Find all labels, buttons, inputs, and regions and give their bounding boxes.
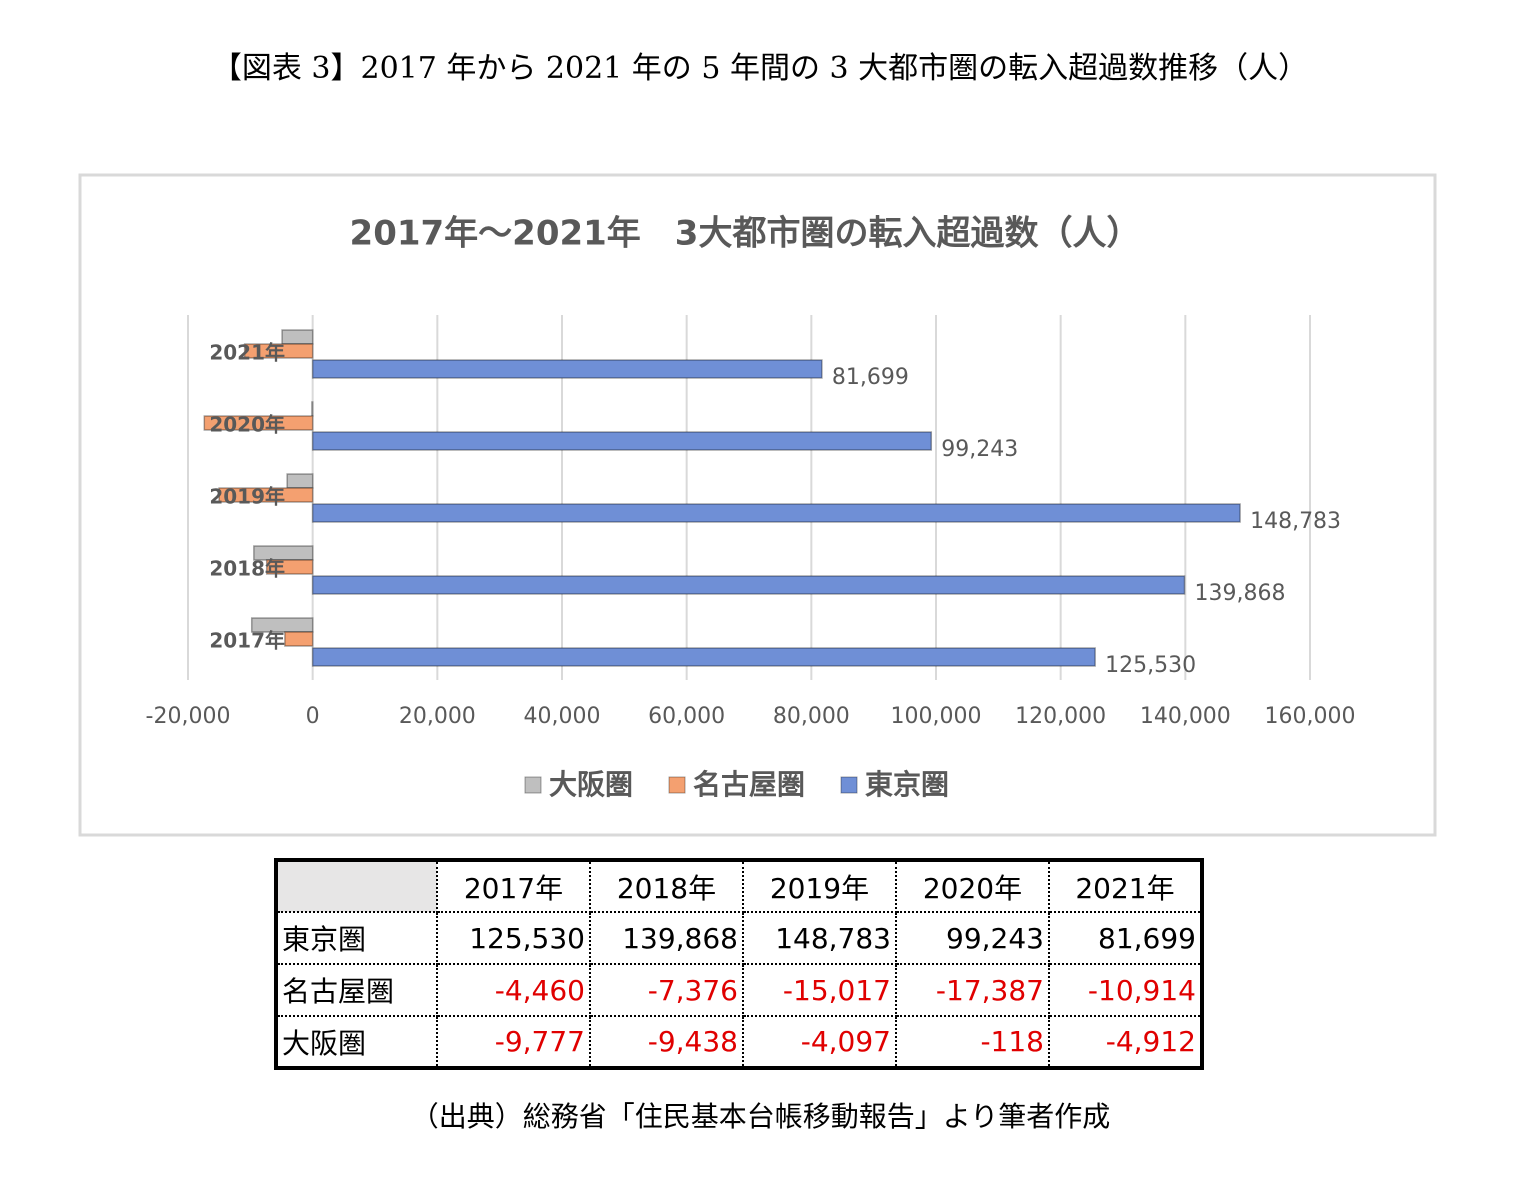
table-cell: 81,699 bbox=[1048, 911, 1203, 965]
bar bbox=[284, 631, 314, 647]
x-tick-label: 20,000 bbox=[399, 704, 476, 729]
data-label: 81,699 bbox=[832, 365, 909, 390]
column-header: 2019年 bbox=[742, 859, 897, 913]
table-cell: -17,387 bbox=[895, 963, 1050, 1017]
y-tick-label: 2018年 bbox=[209, 557, 285, 581]
legend-swatch bbox=[524, 776, 542, 794]
y-tick-label: 2017年 bbox=[209, 629, 285, 653]
legend-swatch bbox=[668, 776, 686, 794]
bar bbox=[203, 415, 314, 431]
data-label: 139,868 bbox=[1195, 581, 1286, 606]
data-table: 2017年 2018年 2019年 2020年 2021年 東京圏 125,530 139,8… bbox=[274, 858, 1204, 1070]
bar bbox=[286, 473, 314, 489]
y-tick-label: 2021年 bbox=[209, 341, 285, 365]
table-cell: -4,460 bbox=[436, 963, 591, 1017]
column-header: 2018年 bbox=[589, 859, 744, 913]
legend-swatch bbox=[840, 776, 858, 794]
table-cell: -9,777 bbox=[436, 1015, 591, 1069]
column-header: 2021年 bbox=[1048, 859, 1203, 913]
table-cell: -7,376 bbox=[589, 963, 744, 1017]
x-tick-label: 80,000 bbox=[773, 704, 850, 729]
bar bbox=[265, 559, 314, 575]
figure-title: 【図表 3】2017 年から 2021 年の 5 年間の 3 大都市圏の転入超過… bbox=[212, 51, 1308, 86]
x-tick-label: 100,000 bbox=[891, 704, 982, 729]
column-header: 2020年 bbox=[895, 859, 1050, 913]
legend-label: 名古屋圏 bbox=[693, 768, 805, 801]
row-label: 大阪圏 bbox=[275, 1015, 438, 1069]
table-cell: 125,530 bbox=[436, 911, 591, 965]
table-cell: 139,868 bbox=[589, 911, 744, 965]
table-cell: 99,243 bbox=[895, 911, 1050, 965]
bar bbox=[311, 431, 933, 451]
table-cell: -4,912 bbox=[1048, 1015, 1203, 1069]
bar bbox=[250, 617, 314, 633]
x-tick-label: -20,000 bbox=[146, 704, 231, 729]
x-tick-label: 140,000 bbox=[1140, 704, 1231, 729]
y-tick-label: 2020年 bbox=[209, 413, 285, 437]
data-label: 125,530 bbox=[1105, 653, 1196, 678]
table-row: 名古屋圏 -4,460 -7,376 -15,017 -17,387 -10,914 bbox=[275, 963, 1203, 1017]
x-tick-label: 60,000 bbox=[648, 704, 725, 729]
bar bbox=[281, 329, 314, 345]
chart-title: 2017年～2021年 3大都市圏の転入超過数（人） bbox=[350, 214, 1141, 254]
bar bbox=[311, 401, 314, 417]
column-header: 2017年 bbox=[436, 859, 591, 913]
bar bbox=[311, 575, 1186, 595]
x-tick-label: 160,000 bbox=[1265, 704, 1356, 729]
table-row: 東京圏 125,530 139,868 148,783 99,243 81,699 bbox=[275, 911, 1203, 965]
bar bbox=[311, 503, 1241, 523]
table-cell: 148,783 bbox=[742, 911, 897, 965]
x-tick-label: 40,000 bbox=[524, 704, 601, 729]
table-cell: -4,097 bbox=[742, 1015, 897, 1069]
corner-cell bbox=[275, 859, 438, 913]
table-cell: -118 bbox=[895, 1015, 1050, 1069]
bar bbox=[311, 647, 1096, 667]
legend-label: 大阪圏 bbox=[549, 768, 633, 801]
table-cell: -10,914 bbox=[1048, 963, 1203, 1017]
source: （出典）総務省「住民基本台帳移動報告」より筆者作成 bbox=[410, 1100, 1111, 1133]
legend-label: 東京圏 bbox=[865, 768, 949, 801]
table-row: 大阪圏 -9,777 -9,438 -4,097 -118 -4,912 bbox=[275, 1015, 1203, 1069]
header-row: 2017年 2018年 2019年 2020年 2021年 bbox=[275, 859, 1203, 913]
x-tick-label: 0 bbox=[306, 704, 320, 729]
row-label: 名古屋圏 bbox=[275, 963, 438, 1017]
bar bbox=[311, 359, 823, 379]
data-label: 148,783 bbox=[1250, 509, 1341, 534]
x-tick-label: 120,000 bbox=[1015, 704, 1106, 729]
table-cell: -15,017 bbox=[742, 963, 897, 1017]
table-cell: -9,438 bbox=[589, 1015, 744, 1069]
row-label: 東京圏 bbox=[275, 911, 438, 965]
data-label: 99,243 bbox=[941, 437, 1018, 462]
bar bbox=[218, 487, 314, 503]
y-tick-label: 2019年 bbox=[209, 485, 285, 509]
bar bbox=[243, 343, 314, 359]
